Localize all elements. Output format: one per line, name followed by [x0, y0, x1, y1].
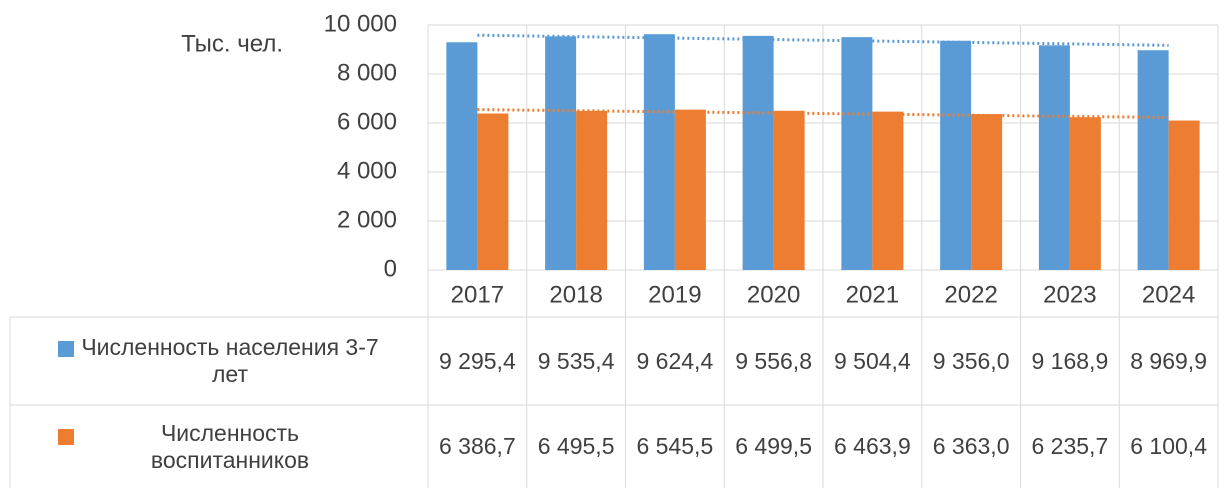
legend-swatch — [58, 429, 74, 445]
table-value: 9 556,8 — [735, 347, 812, 374]
table-value: 6 235,7 — [1031, 433, 1109, 459]
y-tick-label: 2 000 — [337, 206, 397, 233]
bar — [1069, 117, 1101, 271]
x-tick-label: 2019 — [648, 281, 701, 308]
trendline — [477, 108, 1169, 120]
table-value: 9 535,4 — [537, 347, 615, 374]
bar — [940, 40, 972, 270]
bar — [1137, 50, 1169, 270]
legend-label: Численность населения 3-7 лет — [81, 334, 379, 387]
x-tick-label: 2022 — [944, 281, 997, 308]
table-value: 6 386,7 — [439, 433, 516, 459]
y-tick-label: 6 000 — [337, 108, 397, 135]
y-tick-label: 0 — [384, 255, 397, 282]
table-value: 8 969,9 — [1130, 347, 1207, 374]
bar — [477, 113, 509, 270]
table-value: 9 168,9 — [1031, 347, 1109, 374]
table-value: 9 295,4 — [439, 347, 516, 374]
table-value: 6 363,0 — [932, 433, 1010, 459]
bar — [545, 36, 577, 270]
table-value: 9 624,4 — [636, 347, 714, 374]
bar — [773, 110, 805, 270]
legend-entry: Численность воспитанников — [10, 405, 428, 488]
legend-label: Численность воспитанников — [150, 419, 310, 473]
y-tick-label: 8 000 — [337, 59, 397, 86]
x-tick-label: 2023 — [1043, 281, 1096, 308]
table-value: 6 100,4 — [1130, 433, 1207, 459]
legend-swatch — [58, 341, 74, 357]
bar — [742, 35, 774, 270]
x-tick-label: 2018 — [549, 281, 602, 308]
y-tick-label: 4 000 — [337, 157, 397, 184]
bar — [841, 37, 873, 271]
bar — [872, 111, 904, 270]
x-tick-label: 2024 — [1142, 281, 1195, 308]
y-tick-label: 10 000 — [324, 10, 397, 37]
x-tick-label: 2020 — [747, 281, 800, 308]
bar — [1038, 45, 1070, 270]
bar — [1168, 120, 1200, 271]
legend-entry: Численность населения 3-7 лет — [10, 317, 428, 405]
x-tick-label: 2021 — [846, 281, 899, 308]
table-value: 6 495,5 — [537, 433, 615, 459]
bar — [674, 109, 706, 270]
table-value: 9 504,4 — [834, 347, 911, 374]
bar — [971, 114, 1003, 270]
x-tick-label: 2017 — [451, 281, 504, 308]
bar — [446, 42, 478, 271]
table-value: 6 463,9 — [834, 433, 911, 459]
y-axis-label: Тыс. чел. — [181, 30, 283, 57]
table-value: 6 545,5 — [636, 433, 714, 459]
bar — [576, 110, 608, 270]
trendline — [477, 33, 1169, 47]
table-value: 9 356,0 — [932, 347, 1010, 374]
table-value: 6 499,5 — [735, 433, 812, 459]
bar — [643, 34, 675, 270]
